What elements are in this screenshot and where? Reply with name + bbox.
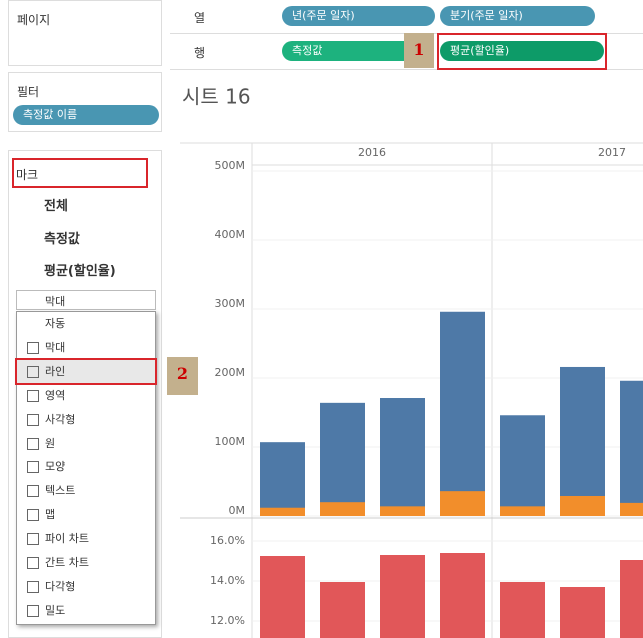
bar — [260, 556, 305, 638]
bar — [260, 507, 305, 516]
mark-type-dropdown[interactable]: 막대 — [16, 290, 156, 310]
menu-item[interactable]: 모양 — [17, 455, 155, 478]
bar — [260, 442, 305, 516]
bar — [500, 506, 545, 516]
menu-item[interactable]: 파이 차트 — [17, 527, 155, 550]
bar — [560, 495, 605, 516]
menu-item[interactable]: 다각형 — [17, 575, 155, 598]
menu-icon — [27, 365, 39, 378]
menu-icon — [27, 533, 39, 546]
menu-icon — [27, 461, 39, 474]
marks-title[interactable]: 마크 — [12, 158, 148, 188]
menu-item[interactable]: 자동 — [45, 317, 66, 330]
bar — [620, 560, 643, 638]
menu-icon — [27, 485, 39, 498]
menu-item[interactable]: 막대 — [17, 336, 155, 359]
y-tick-label: 500M — [215, 159, 246, 172]
y-tick-label: 0M — [229, 504, 246, 517]
highlight-box — [437, 33, 607, 70]
menu-icon — [27, 341, 39, 354]
menu-item[interactable]: 라인 — [15, 357, 157, 385]
menu-icon — [27, 413, 39, 426]
bar — [320, 402, 365, 516]
column-pill[interactable]: 년(주문 일자) — [282, 6, 435, 26]
bar — [620, 380, 643, 516]
bar — [560, 366, 605, 516]
callout-1: 1 — [404, 33, 434, 68]
filters-title: 필터 — [17, 85, 40, 99]
columns-shelf: 열 년(주문 일자) 분기(주문 일자) — [170, 0, 643, 34]
y-tick-label: 12.0% — [210, 614, 245, 627]
row-pill[interactable]: 측정값 — [282, 41, 432, 61]
column-pill[interactable]: 분기(주문 일자) — [440, 6, 595, 26]
marks-card-item[interactable]: 평균(할인율) — [44, 264, 116, 279]
bar — [380, 555, 425, 638]
bar — [440, 311, 485, 516]
sheet-title: 시트 16 — [182, 85, 251, 109]
menu-item[interactable]: 원 — [17, 432, 155, 455]
year-header: 2016 — [358, 146, 386, 159]
y-tick-label: 16.0% — [210, 534, 245, 547]
bar — [320, 582, 365, 638]
marks-card-item[interactable]: 전체 — [44, 199, 68, 214]
menu-icon — [27, 389, 39, 402]
marks-card-item[interactable]: 측정값 — [44, 232, 80, 247]
columns-label: 열 — [194, 11, 206, 25]
bar — [440, 491, 485, 516]
filter-pill[interactable]: 측정값 이름 — [13, 105, 159, 125]
menu-icon — [27, 437, 39, 450]
bar — [440, 553, 485, 638]
menu-item[interactable]: 밀도 — [17, 599, 155, 622]
bar — [380, 398, 425, 516]
sheet: 시트 16 2016 2017 0M 100M 200M 300M 400M 500M 12.0… — [180, 85, 643, 638]
menu-icon — [27, 557, 39, 569]
y-tick-label: 200M — [215, 366, 246, 379]
row-pill[interactable]: 평균(할인율) — [440, 41, 604, 61]
rows-shelf: 행 측정값 평균(할인율) — [170, 33, 643, 70]
menu-item[interactable]: 영역 — [17, 384, 155, 407]
callout-2: 2 — [167, 357, 198, 395]
year-header: 2017 — [598, 146, 626, 159]
y-tick-label: 300M — [215, 297, 246, 310]
menu-item[interactable]: 사각형 — [17, 408, 155, 431]
menu-item[interactable]: 텍스트 — [17, 479, 155, 502]
rows-label: 행 — [194, 46, 206, 60]
bar — [560, 587, 605, 638]
bar — [500, 582, 545, 638]
menu-icon — [27, 509, 39, 522]
menu-item[interactable]: 간트 차트 — [17, 551, 155, 574]
y-tick-label: 14.0% — [210, 574, 245, 587]
menu-icon — [27, 604, 39, 617]
bar — [320, 502, 365, 516]
pages-title: 페이지 — [17, 13, 51, 27]
menu-icon — [27, 580, 39, 593]
y-tick-label: 400M — [215, 228, 246, 241]
bar — [500, 415, 545, 516]
menu-item[interactable]: 맵 — [17, 503, 155, 526]
bar — [620, 502, 643, 516]
filters-shelf: 필터 측정값 이름 — [8, 72, 162, 132]
bar — [380, 506, 425, 516]
y-tick-label: 100M — [215, 435, 246, 448]
pages-shelf: 페이지 — [8, 0, 162, 66]
